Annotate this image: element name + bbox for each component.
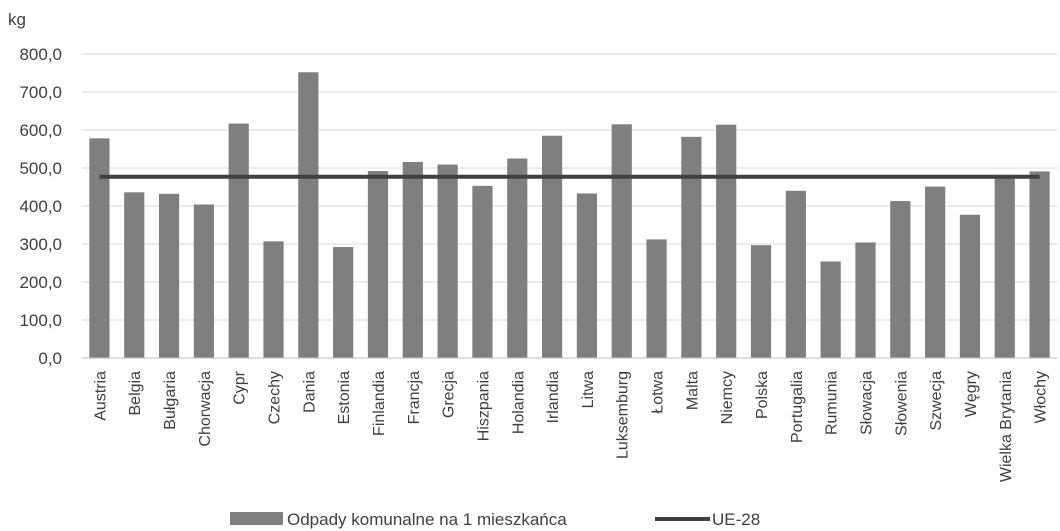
x-tick-label: Chorwacja <box>197 371 214 447</box>
x-tick-label: Finlandia <box>371 371 388 436</box>
x-tick-label: Luksemburg <box>615 371 632 459</box>
bar <box>576 193 598 358</box>
y-tick-label: 400,0 <box>19 197 62 216</box>
legend-swatch-bars <box>230 512 283 525</box>
bar <box>994 174 1015 358</box>
x-tick-label: Słowacja <box>858 371 875 435</box>
bar <box>750 245 772 358</box>
bar <box>716 124 737 359</box>
y-axis-label: kg <box>8 10 26 29</box>
legend-label-line: UE-28 <box>712 510 760 529</box>
x-tick-label: Hiszpania <box>475 371 492 441</box>
y-axis: kg 0,0 100,0 200,0 300,0 400,0 500,0 600,0 700,… <box>8 10 62 368</box>
bar <box>124 192 145 358</box>
x-tick-label: Szwecja <box>928 371 945 431</box>
y-tick-label: 100,0 <box>19 311 62 330</box>
bar <box>263 241 284 358</box>
bar <box>367 171 389 358</box>
x-tick-label: Czechy <box>267 371 284 424</box>
bar <box>298 72 319 359</box>
x-tick-label: Malta <box>684 371 701 410</box>
bar <box>820 261 841 358</box>
bar <box>785 190 806 358</box>
x-tick-label: Litwa <box>580 371 597 408</box>
y-tick-label: 200,0 <box>19 273 62 292</box>
y-tick-label: 700,0 <box>19 83 62 102</box>
x-tick-label: Irlandia <box>545 371 562 424</box>
x-tick-label: Bułgaria <box>162 371 179 430</box>
legend-label-bars: Odpady komunalne na 1 mieszkańca <box>287 510 567 529</box>
x-tick-label: Dania <box>301 371 318 413</box>
x-tick-label: Włochy <box>1033 371 1050 423</box>
x-tick-label: Belgia <box>127 371 144 416</box>
bar <box>611 124 632 358</box>
y-tick-label: 500,0 <box>19 159 62 178</box>
bar <box>507 158 528 358</box>
bar <box>890 201 911 358</box>
bar <box>472 185 493 358</box>
y-tick-label: 300,0 <box>19 235 62 254</box>
y-tick-label: 0,0 <box>38 349 62 368</box>
bar <box>228 123 249 358</box>
x-tick-label: Niemcy <box>719 371 736 424</box>
x-tick-label: Słowenia <box>893 371 910 436</box>
gridlines <box>82 53 1057 359</box>
bar <box>1029 171 1050 358</box>
x-tick-label: Holandia <box>510 371 527 434</box>
y-tick-label: 800,0 <box>19 45 62 64</box>
x-axis: Austria Belgia Bułgaria Chorwacja Cypr Czechy… <box>82 357 1057 482</box>
bar <box>925 186 946 358</box>
bar <box>402 161 423 358</box>
x-tick-label: Cypr <box>232 370 249 404</box>
x-tick-label: Francja <box>406 371 423 424</box>
bar <box>193 204 214 358</box>
bars <box>89 72 1050 359</box>
x-tick-label: Estonia <box>336 371 353 424</box>
x-tick-label: Grecja <box>441 371 458 418</box>
x-tick-label: Portugalia <box>789 371 806 443</box>
bar <box>681 136 702 358</box>
x-tick-label: Austria <box>92 371 109 421</box>
bar <box>855 242 876 358</box>
x-tick-label: Wielka Brytania <box>998 371 1015 482</box>
x-tick-label: Łotwa <box>650 371 667 414</box>
legend: Odpady komunalne na 1 mieszkańca UE-28 <box>230 510 760 529</box>
x-tick-label: Rumunia <box>824 371 841 435</box>
bar <box>89 138 110 358</box>
bar <box>959 214 981 358</box>
bar <box>333 247 354 358</box>
bar <box>541 135 563 358</box>
x-tick-label: Węgry <box>963 371 980 417</box>
bar <box>437 164 458 358</box>
bar <box>158 193 180 358</box>
bar <box>646 239 667 358</box>
x-tick-label: Polska <box>754 371 771 419</box>
y-tick-label: 600,0 <box>19 121 62 140</box>
